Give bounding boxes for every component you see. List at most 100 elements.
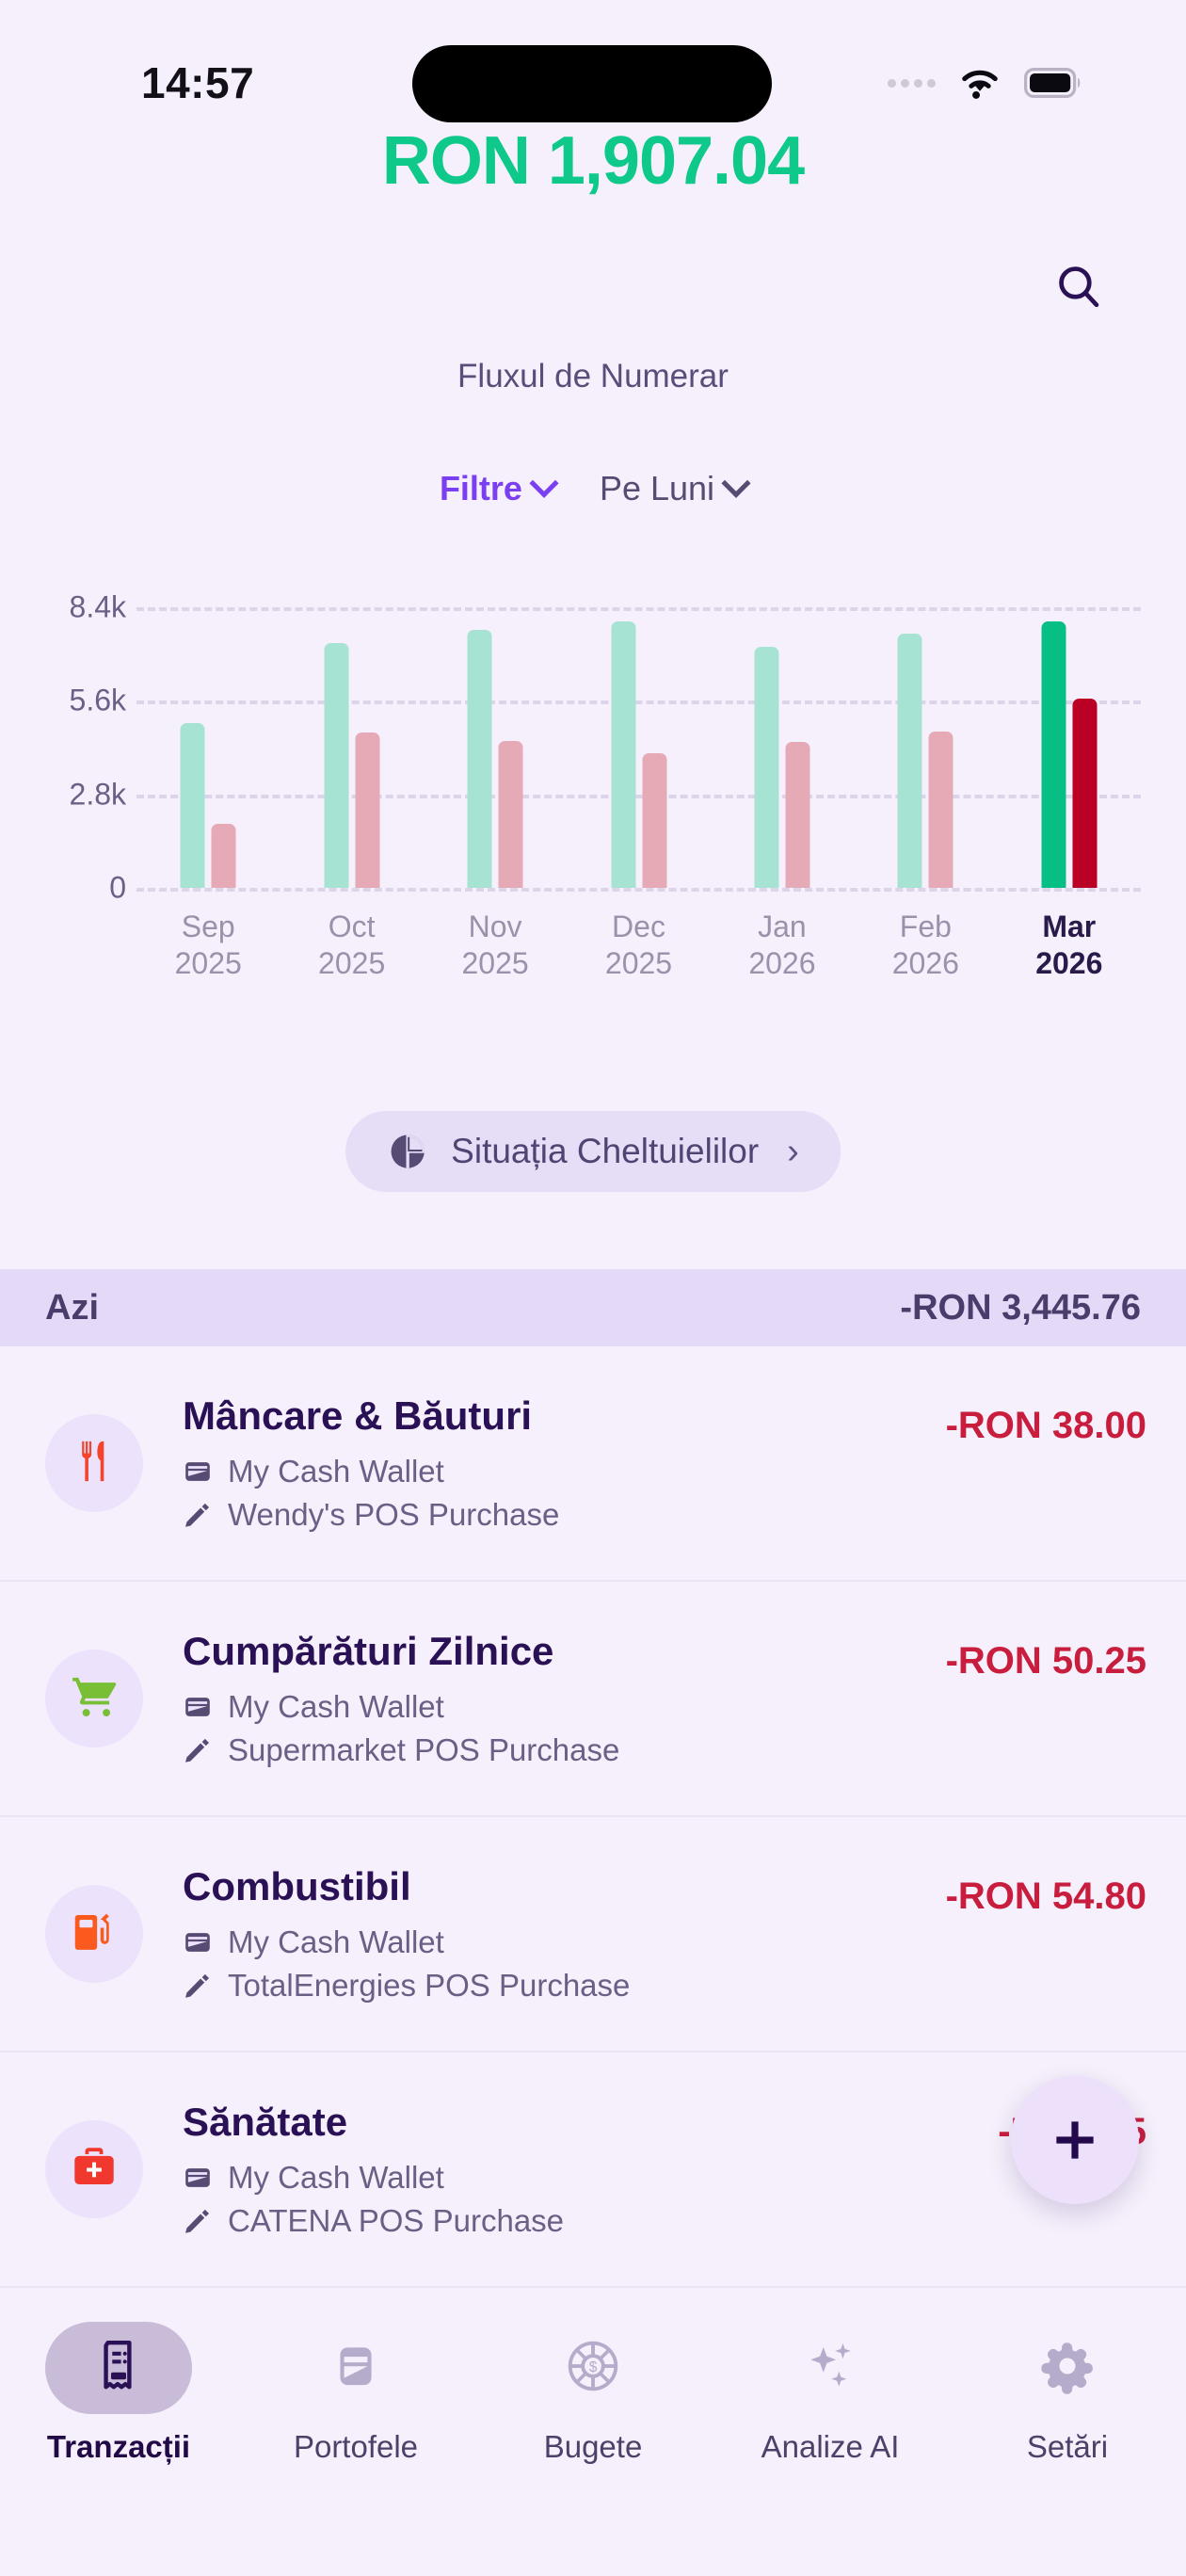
transaction-note: CATENA POS Purchase [183, 2203, 1146, 2239]
chart-x-tick: Nov 2025 [425, 909, 566, 982]
wallet-icon [185, 1933, 210, 1952]
signal-dots-icon [888, 78, 936, 88]
wallet-icon [185, 2168, 210, 2187]
transaction-category-icon-wrap [45, 1885, 143, 1983]
transaction-details: Cumpărături Zilnice My Cash Wallet Superma… [183, 1629, 1146, 1768]
chart-bar-income [324, 642, 349, 888]
chart-bar-group[interactable] [1041, 620, 1098, 888]
chevron-down-icon [529, 468, 559, 498]
chart-bar-group[interactable] [897, 634, 954, 888]
svg-text:$: $ [589, 2359, 598, 2375]
status-bar-time: 14:57 [141, 58, 255, 107]
transaction-note: Wendy's POS Purchase [183, 1497, 1146, 1533]
transaction-details: Mâncare & Băuturi My Cash Wallet Wendy's P… [183, 1393, 1146, 1533]
transaction-note: TotalEnergies POS Purchase [183, 1968, 1146, 2004]
chart-x-tick-year: 2026 [748, 946, 816, 981]
chart-x-tick-month: Oct [328, 910, 376, 943]
transaction-wallet-label: My Cash Wallet [228, 1454, 444, 1489]
transaction-row[interactable]: Sănătate My Cash Wallet CATENA POS Purchas… [0, 2053, 1186, 2288]
chart-bar-expense [211, 824, 236, 888]
transaction-wallet: My Cash Wallet [183, 1454, 1146, 1489]
filter-row: Filtre Pe Luni [0, 468, 1186, 508]
nav-item-bugete[interactable]: $ Bugete [474, 2322, 712, 2465]
transaction-amount: -RON 38.00 [945, 1405, 1146, 1446]
chart-gridline [136, 888, 1141, 892]
chart-bar-expense [928, 731, 954, 888]
day-label: Azi [45, 1287, 99, 1328]
pie-chart-icon [391, 1135, 425, 1168]
chart-bar-income [180, 723, 205, 888]
nav-item-set-ri[interactable]: Setări [949, 2322, 1186, 2465]
chart-x-tick-year: 2025 [174, 946, 242, 981]
chart-x-tick: Oct 2025 [281, 909, 423, 982]
transaction-details: Combustibil My Cash Wallet TotalEnergies P… [183, 1864, 1146, 2004]
nav-item-tranzac-ii[interactable]: Tranzacții [0, 2322, 237, 2465]
gear-icon [1038, 2337, 1097, 2400]
transaction-amount: -RON 54.80 [945, 1876, 1146, 1917]
receipt-icon [89, 2337, 148, 2400]
pencil-icon [185, 1503, 209, 1527]
wifi-icon [962, 70, 998, 99]
transaction-row[interactable]: Cumpărături Zilnice My Cash Wallet Superma… [0, 1582, 1186, 1817]
transaction-row[interactable]: Combustibil My Cash Wallet TotalEnergies P… [0, 1817, 1186, 2053]
chart-bar-income [897, 634, 922, 888]
transaction-category: Cumpărături Zilnice [183, 1629, 554, 1673]
transaction-row[interactable]: Mâncare & Băuturi My Cash Wallet Wendy's P… [0, 1346, 1186, 1582]
chart-bar-group[interactable] [180, 723, 236, 888]
cashflow-chart: 8.4k 5.6k 2.8k 0 Sep 2025 Oct 2025 Nov 2025 Dec 20… [0, 570, 1186, 1031]
chart-bar-expense [498, 740, 523, 888]
chevron-right-icon: › [787, 1131, 799, 1171]
nav-icon-wrap [282, 2322, 429, 2414]
chart-bar-income [611, 620, 635, 888]
chart-bar-group[interactable] [754, 646, 810, 888]
transaction-list: Mâncare & Băuturi My Cash Wallet Wendy's P… [0, 1346, 1186, 2288]
day-section-header: Azi -RON 3,445.76 [0, 1269, 1186, 1346]
transaction-wallet-label: My Cash Wallet [228, 1924, 444, 1959]
transaction-wallet: My Cash Wallet [183, 1924, 1146, 1960]
chart-x-tick: Sep 2025 [137, 909, 279, 982]
chart-bar-group[interactable] [324, 642, 380, 888]
chart-bar-group[interactable] [611, 620, 666, 888]
search-button[interactable] [1049, 256, 1109, 316]
fuel-pump-icon [69, 1907, 120, 1962]
dynamic-island [412, 45, 772, 122]
filter-dropdown[interactable]: Filtre [440, 468, 559, 508]
transaction-note-label: Wendy's POS Purchase [228, 1497, 560, 1532]
nav-item-portofele[interactable]: Portofele [237, 2322, 474, 2465]
battery-icon [1024, 68, 1081, 98]
chart-x-tick-month: Sep [181, 910, 235, 943]
transaction-note-label: Supermarket POS Purchase [228, 1732, 620, 1767]
sparkles-icon [801, 2337, 859, 2400]
period-label: Pe Luni [599, 469, 715, 507]
chart-bar-group[interactable] [467, 630, 523, 888]
chart-bar-expense [642, 752, 666, 888]
transaction-wallet: My Cash Wallet [183, 2160, 1146, 2196]
chart-y-tick: 5.6k [69, 683, 126, 717]
day-total-amount: -RON 3,445.76 [900, 1287, 1141, 1328]
transaction-note-label: CATENA POS Purchase [228, 2203, 565, 2238]
chart-bar-income [754, 646, 779, 888]
expense-overview-button[interactable]: Situația Cheltuielilor › [345, 1111, 841, 1192]
nav-item-analize-ai[interactable]: Analize AI [712, 2322, 949, 2465]
status-bar-indicators [888, 65, 1082, 101]
chart-x-tick-year: 2025 [318, 946, 386, 981]
nav-item-label: Portofele [293, 2429, 419, 2464]
period-dropdown[interactable]: Pe Luni [599, 468, 751, 508]
transaction-amount: -RON 50.25 [945, 1640, 1146, 1682]
transaction-category: Sănătate [183, 2100, 348, 2144]
nav-icon-wrap: $ [520, 2322, 666, 2414]
wallet-icon [327, 2337, 385, 2400]
nav-icon-wrap [994, 2322, 1141, 2414]
wallet-icon [185, 1462, 210, 1481]
chart-x-tick: Feb 2026 [855, 909, 996, 982]
total-balance: RON 1,907.04 [381, 123, 805, 199]
add-transaction-fab[interactable] [1011, 2076, 1139, 2204]
transaction-wallet-label: My Cash Wallet [228, 1689, 444, 1724]
chart-x-tick-year: 2025 [461, 946, 529, 981]
chart-x-axis: Sep 2025 Oct 2025 Nov 2025 Dec 2025 Jan 2026 Feb 20… [136, 909, 1141, 1012]
budget-icon: $ [564, 2337, 622, 2400]
chevron-down-icon [721, 468, 751, 498]
chart-x-tick-year: 2026 [1035, 946, 1103, 981]
chart-plot-area [136, 607, 1141, 888]
